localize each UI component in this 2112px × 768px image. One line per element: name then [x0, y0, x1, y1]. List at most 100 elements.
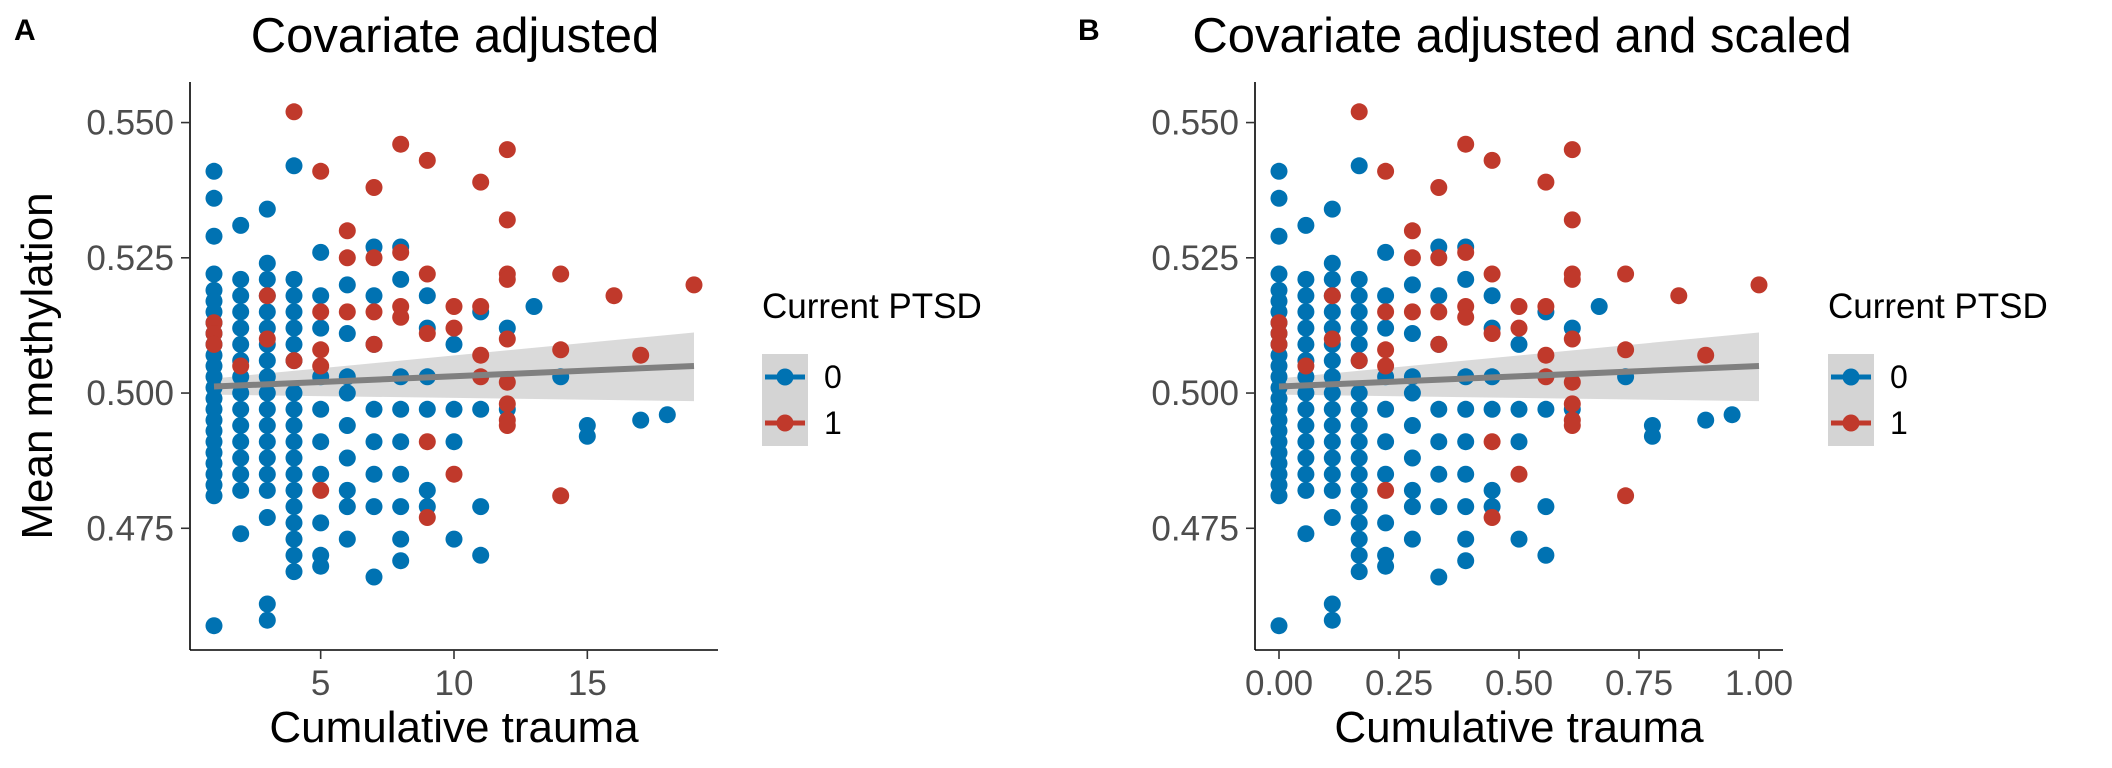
data-point	[1323, 384, 1341, 402]
data-point	[1323, 368, 1341, 386]
data-point	[1403, 222, 1421, 240]
data-point	[1350, 563, 1368, 581]
data-point	[1563, 270, 1581, 288]
legend-label: 1	[824, 405, 842, 441]
data-point	[232, 449, 250, 467]
data-point	[1483, 481, 1501, 499]
data-point	[392, 433, 410, 451]
data-point	[1323, 481, 1341, 499]
data-point	[1350, 157, 1368, 175]
data-point	[1350, 433, 1368, 451]
data-point	[1323, 465, 1341, 483]
data-point	[1483, 325, 1501, 342]
data-point	[1297, 525, 1315, 543]
legend-key-point	[1842, 414, 1860, 432]
data-point	[1563, 141, 1581, 159]
data-point	[418, 265, 436, 283]
data-point	[1377, 357, 1395, 375]
data-point	[1350, 400, 1368, 418]
data-point	[365, 287, 383, 305]
data-point	[312, 162, 330, 180]
data-point	[1270, 487, 1288, 505]
data-point	[1297, 357, 1315, 375]
y-tick-label: 0.500	[86, 374, 174, 413]
legend-title: Current PTSD	[762, 287, 982, 326]
x-axis-title: Cumulative trauma	[1334, 703, 1704, 752]
data-point	[445, 400, 463, 418]
data-point	[1617, 341, 1635, 359]
series-1	[1270, 103, 1768, 526]
data-point	[285, 481, 303, 499]
data-point	[1697, 346, 1715, 364]
data-point	[1403, 303, 1421, 321]
data-point	[258, 254, 276, 272]
data-point	[285, 352, 303, 370]
data-point	[1483, 509, 1501, 526]
data-point	[338, 384, 356, 402]
data-point	[1323, 200, 1341, 218]
data-point	[258, 270, 276, 288]
data-point	[258, 400, 276, 418]
data-point	[1297, 433, 1315, 451]
data-point	[1430, 249, 1448, 267]
data-point	[285, 530, 303, 548]
data-point	[338, 530, 356, 548]
data-point	[1483, 151, 1501, 169]
data-point	[445, 335, 463, 353]
data-point	[1403, 449, 1421, 467]
data-point	[1350, 103, 1368, 121]
data-point	[418, 400, 436, 418]
data-point	[472, 400, 490, 418]
data-point	[1323, 287, 1341, 305]
data-point	[1270, 162, 1288, 180]
data-point	[232, 357, 250, 375]
data-point	[472, 298, 490, 315]
data-point	[632, 346, 650, 364]
data-point	[445, 298, 463, 315]
data-point	[258, 433, 276, 451]
data-point	[392, 270, 410, 288]
data-point	[1590, 298, 1608, 315]
data-point	[232, 481, 250, 499]
panel-tag: B	[1078, 14, 1100, 47]
data-point	[1457, 530, 1475, 548]
data-point	[1377, 243, 1395, 261]
x-tick-label: 0.00	[1245, 664, 1313, 703]
y-tick-label: 0.500	[1151, 374, 1239, 413]
data-point	[1297, 216, 1315, 234]
data-point	[258, 200, 276, 218]
data-point	[1403, 481, 1421, 499]
data-point	[312, 243, 330, 261]
data-point	[658, 406, 676, 424]
data-point	[312, 400, 330, 418]
data-point	[258, 330, 276, 348]
data-point	[365, 465, 383, 483]
data-point	[1483, 287, 1501, 305]
x-tick-label: 1.00	[1725, 664, 1793, 703]
data-point	[285, 433, 303, 451]
data-point	[312, 319, 330, 337]
data-point	[338, 276, 356, 294]
data-point	[1643, 427, 1661, 445]
data-point	[392, 308, 410, 326]
data-point	[1403, 417, 1421, 434]
data-point	[1297, 270, 1315, 288]
data-point	[285, 449, 303, 467]
data-point	[1323, 449, 1341, 467]
data-point	[365, 433, 383, 451]
data-point	[338, 449, 356, 467]
data-point	[1563, 417, 1581, 434]
x-tick-label: 10	[435, 664, 474, 703]
data-point	[338, 303, 356, 321]
data-point	[1430, 568, 1448, 586]
data-point	[258, 595, 276, 613]
data-point	[1430, 303, 1448, 321]
data-point	[1430, 287, 1448, 305]
data-point	[1483, 265, 1501, 283]
x-tick-label: 0.25	[1365, 664, 1433, 703]
data-point	[1350, 530, 1368, 548]
data-point	[445, 433, 463, 451]
data-point	[338, 498, 356, 516]
y-axis-title: Mean methylation	[13, 192, 62, 539]
